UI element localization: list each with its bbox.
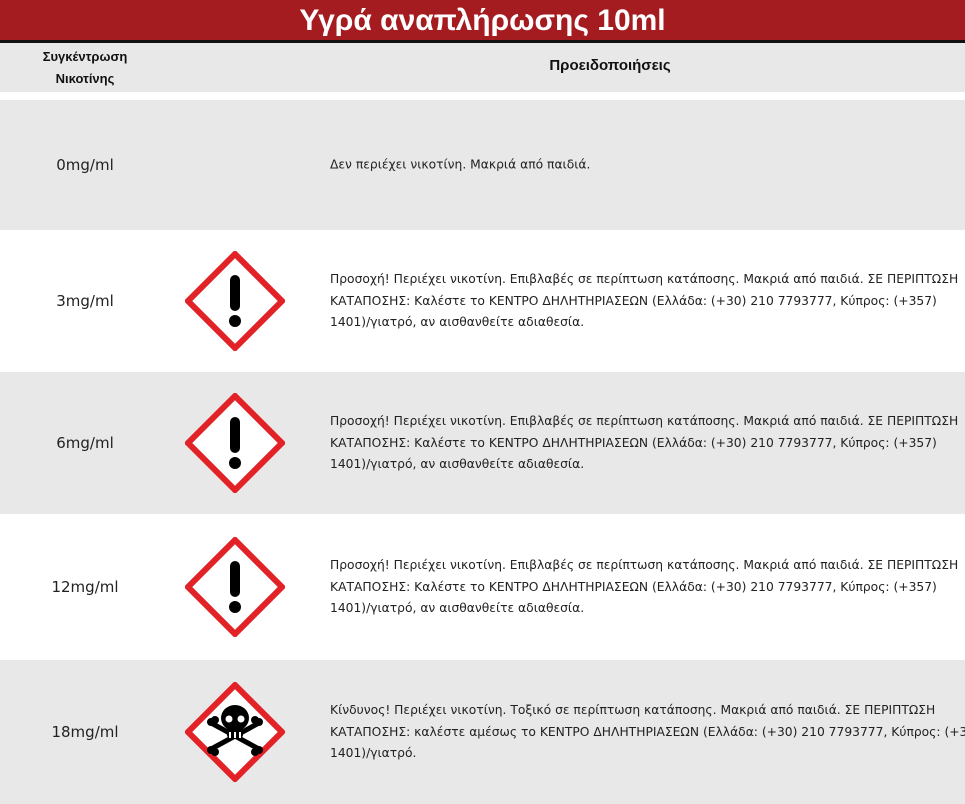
table-row: 3mg/ml Προσοχή! Περιέχει νικοτίνη. Επιβλα… <box>0 230 965 372</box>
warning-line: Προσοχή! Περιέχει νικοτίνη. Επιβλαβές σε… <box>330 413 959 428</box>
header-concentration: Συγκέντρωση Νικοτίνης <box>42 49 128 86</box>
table-row: 18mg/ml Κίνδυνος! Περιέχει νικοτίνη. Τοξι… <box>0 660 965 804</box>
table-row: 0mg/ml Δεν περιέχει νικοτίνη. Μακριά από … <box>0 100 965 230</box>
skull-crossbones-icon <box>183 680 287 784</box>
concentration-cell: 18mg/ml <box>51 723 119 741</box>
warning-line: Προσοχή! Περιέχει νικοτίνη. Επιβλαβές σε… <box>330 557 959 572</box>
warning-text: Προσοχή! Περιέχει νικοτίνη. Επιβλαβές σε… <box>330 269 965 334</box>
page-title: Υγρά αναπλήρωσης 10ml <box>0 0 965 40</box>
warning-line: 1401)/γιατρό. <box>330 745 417 760</box>
warning-line: ΚΑΤΑΠΟΣΗΣ: Καλέστε το ΚΕΝΤΡΟ ΔΗΛΗΤΗΡΙΑΣΕ… <box>330 435 937 450</box>
table-row: 12mg/ml Προσοχή! Περιέχει νικοτίνη. Επιβλ… <box>0 514 965 660</box>
warning-line: 1401)/γιατρό, αν αισθανθείτε αδιαθεσία. <box>330 600 585 615</box>
warning-line: ΚΑΤΑΠΟΣΗΣ: καλέστε αμέσως το ΚΕΝΤΡΟ ΔΗΛΗ… <box>330 724 965 739</box>
concentration-cell: 12mg/ml <box>51 578 119 596</box>
header-warnings: Προειδοποιήσεις <box>549 57 671 74</box>
warning-line: ΚΑΤΑΠΟΣΗΣ: Καλέστε το ΚΕΝΤΡΟ ΔΗΛΗΤΗΡΙΑΣΕ… <box>330 579 937 594</box>
table-row: 6mg/ml Προσοχή! Περιέχει νικοτίνη. Επιβλα… <box>0 372 965 514</box>
warning-line: Προσοχή! Περιέχει νικοτίνη. Επιβλαβές σε… <box>330 271 959 286</box>
concentration-cell: 0mg/ml <box>56 156 114 174</box>
warning-text: Προσοχή! Περιέχει νικοτίνη. Επιβλαβές σε… <box>330 555 965 620</box>
exclamation-hazard-icon <box>183 535 287 639</box>
concentration-cell: 3mg/ml <box>56 292 114 310</box>
warning-text: Δεν περιέχει νικοτίνη. Μακριά από παιδιά… <box>330 154 965 176</box>
table-header: Συγκέντρωση Νικοτίνης Προειδοποιήσεις <box>0 43 965 92</box>
warning-line: 1401)/γιατρό, αν αισθανθείτε αδιαθεσία. <box>330 456 585 471</box>
warning-line: Κίνδυνος! Περιέχει νικοτίνη. Τοξικό σε π… <box>330 702 936 717</box>
exclamation-hazard-icon <box>183 391 287 495</box>
warning-text: Κίνδυνος! Περιέχει νικοτίνη. Τοξικό σε π… <box>330 700 965 765</box>
warning-line: ΚΑΤΑΠΟΣΗΣ: Καλέστε το ΚΕΝΤΡΟ ΔΗΛΗΤΗΡΙΑΣΕ… <box>330 293 937 308</box>
divider <box>0 40 965 43</box>
warning-text: Προσοχή! Περιέχει νικοτίνη. Επιβλαβές σε… <box>330 411 965 476</box>
exclamation-hazard-icon <box>183 249 287 353</box>
concentration-cell: 6mg/ml <box>56 434 114 452</box>
warning-line: 1401)/γιατρό, αν αισθανθείτε αδιαθεσία. <box>330 314 585 329</box>
warning-line: Δεν περιέχει νικοτίνη. Μακριά από παιδιά… <box>330 157 591 172</box>
